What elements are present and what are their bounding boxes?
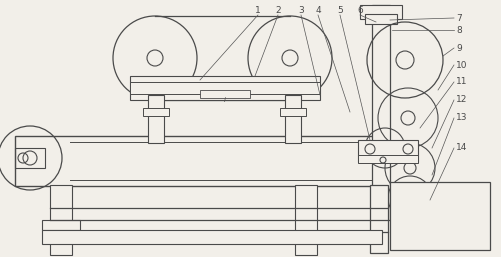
- Bar: [143, 108, 169, 116]
- Text: 5: 5: [337, 5, 342, 14]
- Bar: [280, 108, 306, 116]
- Text: 14: 14: [455, 143, 466, 152]
- Text: 9: 9: [455, 43, 461, 52]
- Text: 6: 6: [356, 5, 362, 14]
- Bar: [42, 220, 80, 230]
- Bar: [148, 95, 164, 143]
- Bar: [389, 182, 489, 250]
- Text: 12: 12: [455, 96, 466, 105]
- Bar: [371, 5, 389, 220]
- Text: 10: 10: [455, 60, 466, 69]
- Bar: [15, 148, 45, 168]
- Text: i: i: [223, 97, 225, 103]
- Text: 8: 8: [455, 25, 461, 34]
- Bar: [357, 140, 417, 162]
- Bar: [364, 14, 396, 24]
- Text: 7: 7: [455, 14, 461, 23]
- Text: 3: 3: [298, 5, 303, 14]
- Bar: [285, 95, 301, 143]
- Bar: [130, 82, 319, 94]
- Bar: [359, 5, 401, 19]
- Bar: [130, 76, 319, 100]
- Bar: [50, 185, 72, 255]
- Text: 1: 1: [255, 5, 261, 14]
- Bar: [42, 230, 381, 244]
- Text: 4: 4: [315, 5, 320, 14]
- Bar: [295, 185, 316, 255]
- Bar: [369, 185, 387, 253]
- Bar: [357, 155, 417, 163]
- Bar: [199, 90, 249, 98]
- Bar: [15, 136, 387, 186]
- Text: 2: 2: [275, 5, 280, 14]
- Text: 13: 13: [455, 114, 466, 123]
- Text: 11: 11: [455, 78, 466, 87]
